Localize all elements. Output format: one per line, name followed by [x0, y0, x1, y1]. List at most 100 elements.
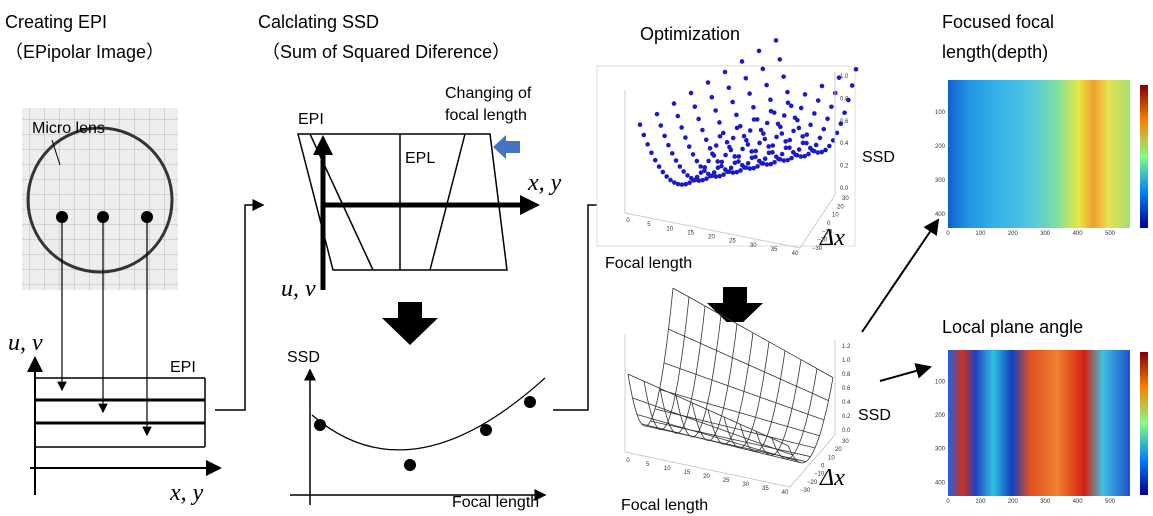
dot — [748, 128, 753, 133]
dot — [683, 135, 688, 140]
tick-label: 0.4 — [842, 400, 851, 406]
dot — [730, 100, 735, 105]
blue-arrow — [493, 135, 520, 159]
tick-label: 0.2 — [842, 414, 851, 420]
ssd-curve — [312, 378, 545, 450]
tick-label: 0.4 — [840, 141, 849, 147]
dot — [740, 59, 745, 64]
section-title: Focused focal — [942, 12, 1054, 32]
dot — [714, 143, 719, 148]
tick-label: 100 — [935, 110, 946, 116]
tick-label: 400 — [935, 212, 946, 218]
dot — [774, 135, 779, 140]
tick-label: 35 — [762, 486, 769, 492]
tick-label: −30 — [812, 246, 823, 252]
dot — [723, 153, 728, 158]
tick-label: −20 — [817, 238, 828, 244]
section-subtitle: （Sum of Squared Diference） — [262, 42, 510, 62]
tick-label: 5 — [646, 462, 650, 468]
dot — [783, 139, 788, 144]
tick-label: 0 — [946, 499, 950, 505]
note: focal length — [445, 107, 527, 124]
dot — [723, 70, 728, 75]
arrow — [880, 367, 930, 381]
dot — [664, 174, 669, 179]
dot — [710, 95, 715, 100]
dot — [727, 85, 732, 90]
dot — [693, 104, 698, 109]
dot — [687, 144, 692, 149]
tick-label: 500 — [1105, 499, 1116, 505]
dot — [757, 159, 762, 164]
dot — [704, 176, 709, 181]
dot — [700, 128, 705, 133]
dot — [731, 136, 736, 141]
dot — [763, 156, 768, 161]
dot — [818, 136, 823, 141]
dot — [738, 168, 743, 173]
axis-label: Focal length — [621, 497, 708, 514]
dot — [661, 170, 666, 175]
axis-label: Focal length — [452, 494, 539, 511]
dot — [814, 143, 819, 148]
tick-label: 10 — [832, 213, 839, 219]
axis-label: SSD — [858, 407, 891, 424]
dot — [808, 146, 813, 151]
dot — [803, 92, 808, 97]
tick-label: 300 — [935, 447, 946, 453]
dot — [772, 160, 777, 165]
dot — [827, 144, 832, 149]
dot — [765, 121, 770, 126]
tick-label: 0.2 — [840, 164, 849, 170]
dot — [778, 57, 783, 62]
tick-label: 30 — [842, 439, 849, 445]
dot — [719, 160, 724, 165]
dot — [721, 131, 726, 136]
dot — [793, 115, 798, 120]
dot — [678, 164, 683, 169]
tick-label: 200 — [935, 413, 946, 419]
tick-label: 30 — [750, 243, 757, 249]
note: Changing of — [445, 85, 532, 102]
dot — [712, 153, 717, 158]
axis-label: x, y — [169, 480, 204, 506]
dot — [825, 116, 830, 121]
epi-box — [35, 378, 205, 447]
dot — [774, 38, 779, 43]
dot — [666, 143, 671, 148]
dot — [757, 49, 762, 54]
dot — [808, 123, 813, 128]
dot — [698, 164, 703, 169]
dot — [674, 158, 679, 163]
dot — [725, 140, 730, 145]
dot — [787, 145, 792, 150]
tick-label: 0.0 — [842, 428, 851, 434]
dot — [657, 164, 662, 169]
dot — [789, 104, 794, 109]
dot — [764, 83, 769, 88]
tick-label: 0.6 — [842, 386, 851, 392]
dot — [744, 76, 749, 81]
dot — [719, 164, 724, 169]
tick-label: 20 — [708, 235, 715, 241]
dot — [768, 97, 773, 102]
dot — [721, 172, 726, 177]
tick-label: 1.0 — [842, 358, 851, 364]
tick-label: 0.6 — [840, 119, 849, 125]
dot — [681, 169, 686, 174]
dot — [804, 132, 809, 137]
tick-label: 15 — [687, 230, 694, 236]
section-subtitle: length(depth) — [942, 42, 1048, 62]
dot — [710, 174, 715, 179]
dot — [672, 101, 677, 106]
dot — [729, 148, 734, 153]
dot — [780, 152, 785, 157]
axis-label: SSD — [862, 149, 895, 166]
dot — [642, 133, 647, 138]
dot — [812, 111, 817, 116]
tick-label: 30 — [842, 196, 849, 202]
dot — [746, 142, 751, 147]
dot — [702, 168, 707, 173]
dot — [645, 142, 650, 147]
dot — [744, 138, 749, 143]
